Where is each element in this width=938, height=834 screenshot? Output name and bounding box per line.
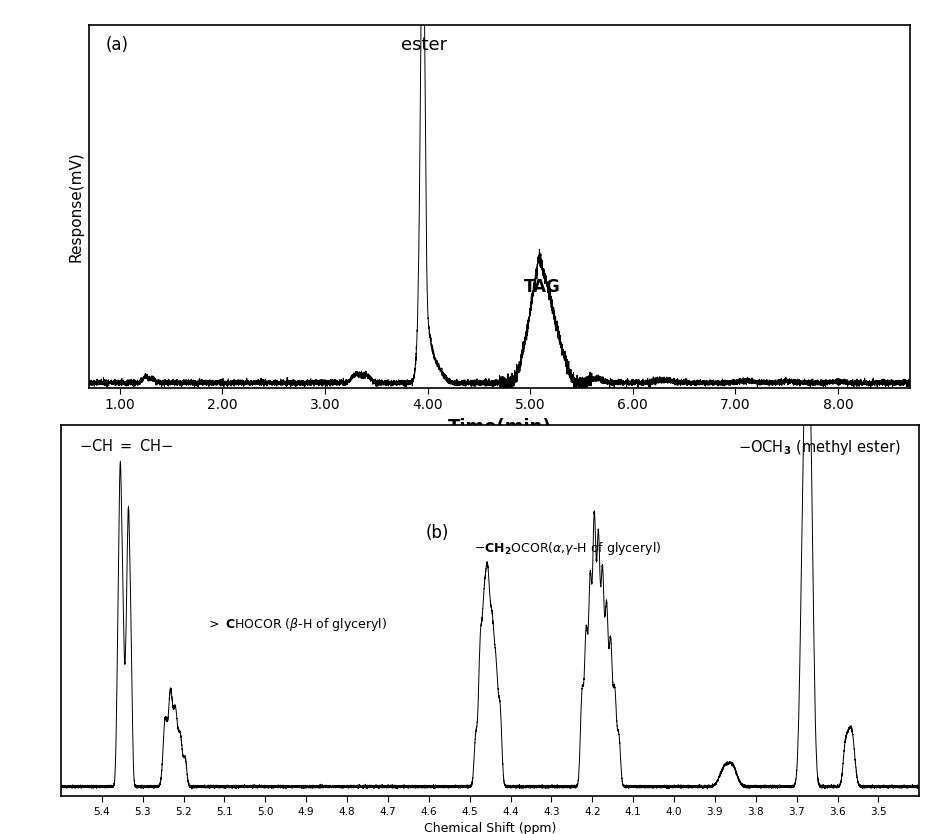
Text: ester: ester: [401, 36, 446, 54]
Text: $>$ $\mathbf{C}$HOCOR ($\beta$-H of glyceryl): $>$ $\mathbf{C}$HOCOR ($\beta$-H of glyc…: [206, 615, 387, 633]
Y-axis label: Response(mV): Response(mV): [68, 151, 83, 262]
Text: (a): (a): [105, 36, 129, 54]
Text: TAG: TAG: [524, 278, 561, 296]
Text: $-$CH $=$ CH$-$: $-$CH $=$ CH$-$: [80, 439, 174, 455]
Text: (b): (b): [425, 524, 448, 542]
Text: $-\mathbf{CH_2}$OCOR($\alpha$,$\gamma$-H of glyceryl): $-\mathbf{CH_2}$OCOR($\alpha$,$\gamma$-H…: [474, 540, 661, 557]
Text: $-$OCH$_\mathbf{3}$ (methyl ester): $-$OCH$_\mathbf{3}$ (methyl ester): [738, 439, 900, 458]
X-axis label: Time(min): Time(min): [447, 418, 552, 436]
X-axis label: Chemical Shift (ppm): Chemical Shift (ppm): [424, 822, 556, 834]
